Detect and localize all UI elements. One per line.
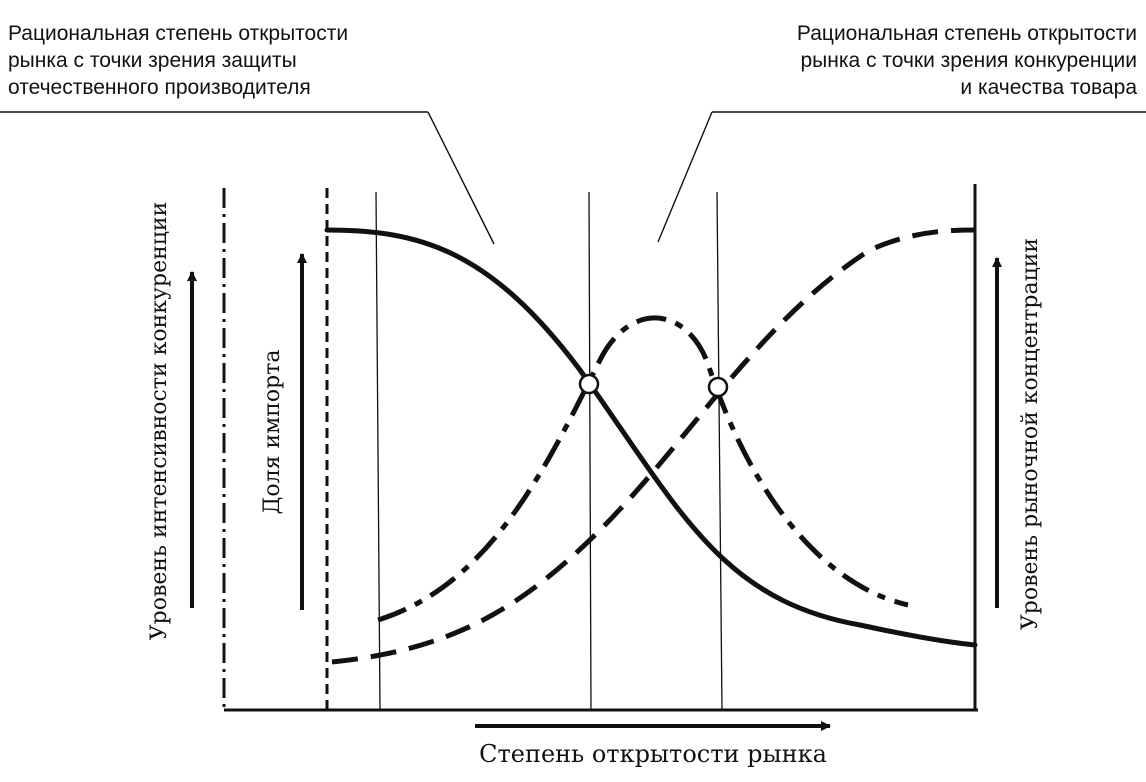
annotation-left-line-1: Рациональная степень открытости bbox=[8, 22, 348, 45]
annotation-left-line-2: рынка с точки зрения защиты bbox=[8, 49, 297, 72]
annotation-left-leader-slant bbox=[427, 111, 495, 245]
annotation-left-line-3: отечественного производителя bbox=[8, 76, 311, 99]
guide-line-2 bbox=[588, 191, 592, 711]
guide-line-3 bbox=[716, 191, 723, 711]
market-concentration-curve bbox=[331, 227, 976, 665]
market-concentration-label: Уровень рыночной концентрации bbox=[1018, 238, 1043, 630]
annotation-right-leader-slant bbox=[657, 111, 713, 243]
market-openness-label: Степень открытости рынка bbox=[479, 740, 827, 768]
competition-level-label: Уровень интенсивности конкуренции bbox=[147, 202, 172, 640]
intersection-marker-right bbox=[707, 376, 729, 398]
competition-intensity-curve bbox=[377, 315, 909, 623]
annotation-right-line-3: и качества товара bbox=[960, 76, 1137, 99]
guide-line-1 bbox=[375, 191, 381, 711]
annotation-right-line-1: Рациональная степень открытости bbox=[797, 22, 1137, 45]
import-share-curve bbox=[324, 227, 978, 648]
intersection-marker-left bbox=[578, 373, 600, 395]
annotation-right-line-2: рынка с точки зрения конкуренции bbox=[800, 49, 1137, 72]
import-share-label: Доля импорта bbox=[260, 349, 285, 514]
